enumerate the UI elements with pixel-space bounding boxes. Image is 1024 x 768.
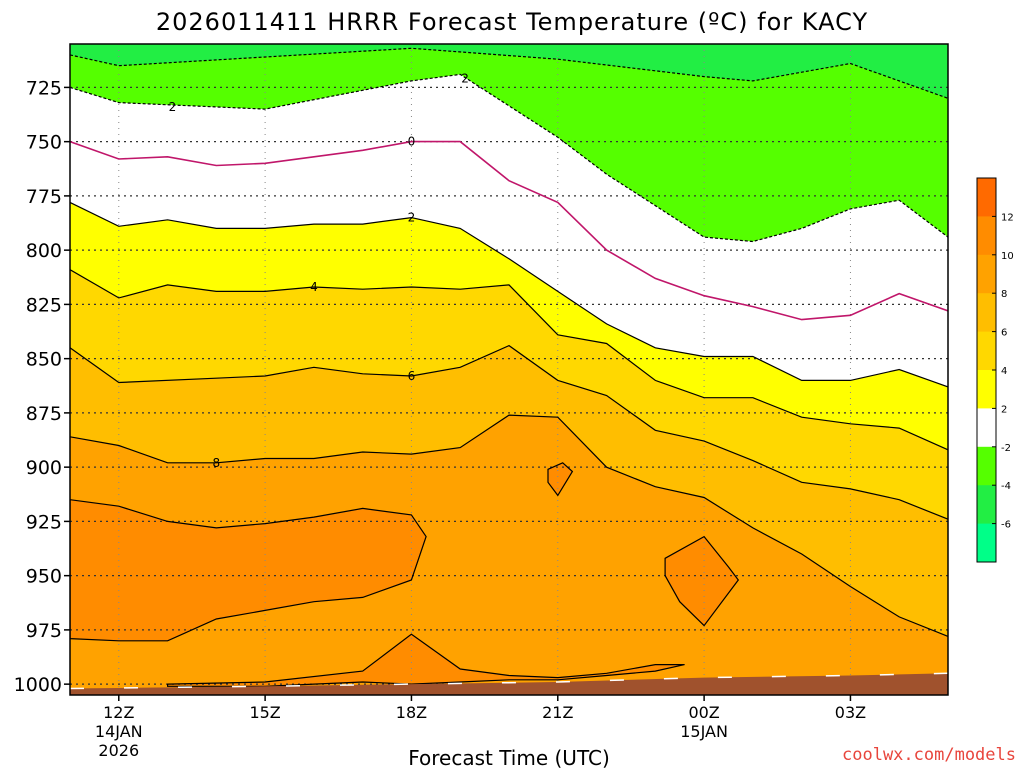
band-fill-10-region-1 (548, 462, 573, 496)
colorbar-swatch-8 (977, 254, 996, 294)
y-tick-label-950: 950 (26, 566, 62, 588)
band-fill-10-region-0 (70, 499, 427, 641)
y-tick-label-925: 925 (26, 511, 62, 533)
colorbar-tick-label-4: 4 (1001, 366, 1007, 377)
y-tick-label-875: 875 (26, 403, 62, 425)
x-tick-label-00Z: 00Z (688, 703, 719, 722)
colorbar-tick-label-2: 2 (1001, 404, 1007, 415)
isotherm--2 (70, 73, 948, 243)
colorbar-swatch--4 (977, 446, 996, 486)
x-tick-date-00Z: 15JAN (680, 722, 728, 741)
colorbar-swatch-10 (977, 216, 996, 256)
y-axis: 725 750 775 800 825 850 875 900 925 950 975 1000 (14, 77, 70, 696)
x-axis-label: Forecast Time (UTC) (408, 746, 610, 768)
x-tick-year-12Z: 2026 (98, 741, 139, 760)
y-tick-label-725: 725 (26, 77, 62, 99)
y-tick-label-900: 900 (26, 457, 62, 479)
temperature-fill-bands (70, 44, 948, 695)
ground-surface-line (70, 672, 948, 690)
isotherm-10 (70, 499, 427, 642)
x-tick-label-03Z: 03Z (835, 703, 866, 722)
colorbar-tick-label-12: 12 (1001, 212, 1014, 223)
credit-label: coolwx.com/models (842, 745, 1016, 765)
colorbar-swatch--2 (977, 408, 996, 448)
x-tick-label-12Z: 12Z (103, 703, 134, 722)
y-tick-label-775: 775 (26, 186, 62, 208)
contour-label-3: 2 (408, 211, 416, 225)
isotherm-10-21Z-cell- (547, 462, 574, 497)
colorbar-tick-label-8: 8 (1001, 289, 1007, 300)
y-tick-label-800: 800 (26, 240, 62, 262)
colorbar-tick-label-10: 10 (1001, 251, 1014, 262)
colorbar-swatch--6 (977, 485, 996, 525)
plot-frame (69, 43, 949, 696)
colorbar-tick-label--6: -6 (1001, 520, 1011, 531)
isotherm-6 (70, 344, 948, 520)
colorbar-legend: 12 10 8 6 4 2 -2 -4 -6 (976, 177, 1014, 563)
colorbar-swatch--8 (977, 523, 996, 563)
x-tick-label-21Z: 21Z (542, 703, 573, 722)
colorbar-swatch-4 (977, 331, 996, 371)
y-tick-label-1000: 1000 (14, 674, 62, 696)
x-tick-date-12Z: 14JAN (95, 722, 143, 741)
colorbar-swatch-2 (977, 370, 996, 409)
colorbar-tick-label-6: 6 (1001, 328, 1007, 339)
contour-labels: 2 2 0 2 4 6 8 (169, 72, 469, 470)
isotherm-contours (70, 47, 948, 687)
contour-label-5: 6 (408, 369, 416, 383)
chart-title: 2026011411 HRRR Forecast Temperature (ºC… (156, 8, 868, 36)
ground-fill (70, 673, 948, 695)
band-fill-8 (70, 415, 948, 695)
y-tick-label-975: 975 (26, 620, 62, 642)
colorbar-tick-label--2: -2 (1001, 443, 1011, 454)
contour-label-0: 2 (169, 100, 177, 114)
band-fill-10-region-2 (665, 536, 739, 626)
isotherm-10-00Z-cell- (664, 535, 740, 627)
isotherm-8 (70, 414, 948, 637)
x-tick-label-15Z: 15Z (249, 703, 280, 722)
contour-label-1: 2 (461, 72, 469, 86)
colorbar-swatch-6 (977, 293, 996, 333)
colorbar-tick-label--4: -4 (1001, 481, 1011, 492)
isotherm-4 (70, 269, 948, 451)
band-fill-10-region-3 (167, 634, 685, 687)
ground-layer (70, 672, 948, 695)
isotherm-0 (70, 140, 948, 321)
colorbar-swatch-12 (977, 178, 996, 217)
contour-label-6: 8 (213, 456, 221, 470)
isotherm--4 (70, 47, 948, 99)
isotherm-2 (70, 201, 948, 388)
y-tick-label-850: 850 (26, 349, 62, 371)
contour-label-2: 0 (408, 135, 416, 149)
y-tick-label-750: 750 (26, 132, 62, 154)
x-tick-label-18Z: 18Z (396, 703, 427, 722)
contour-label-4: 4 (310, 280, 318, 294)
y-tick-label-825: 825 (26, 294, 62, 316)
